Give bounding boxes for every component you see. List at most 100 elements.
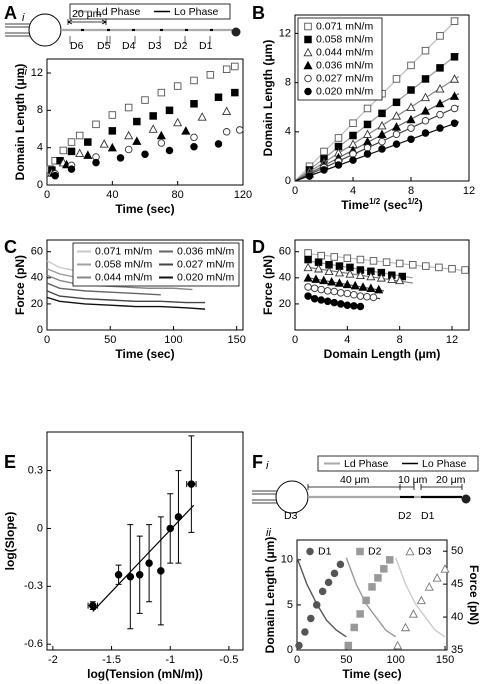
spacing-arrows xyxy=(307,484,463,490)
panel-letter: B xyxy=(252,3,265,23)
marker xyxy=(350,302,358,310)
marker xyxy=(450,119,459,127)
legend-label: 0.020 mN/m xyxy=(316,85,373,97)
x-tick-label: 0 xyxy=(294,654,300,666)
marker xyxy=(59,146,68,155)
spacing-label: 40 μm xyxy=(340,474,370,486)
marker xyxy=(108,127,117,135)
x-axis-label: Time (sec) xyxy=(115,202,174,216)
y-axis-label: Force (pN) xyxy=(13,255,27,315)
marker xyxy=(369,257,378,265)
marker xyxy=(349,119,357,127)
y-tick-label: 0 xyxy=(37,324,43,336)
x-tick-label: 120 xyxy=(234,189,252,201)
marker xyxy=(406,102,416,111)
x-axis-label-part: (sec xyxy=(380,198,408,212)
marker xyxy=(324,266,334,276)
marker xyxy=(67,147,76,156)
marker xyxy=(92,120,100,129)
marker xyxy=(349,156,357,164)
marker xyxy=(187,480,196,488)
y2-tick-label: 45 xyxy=(451,578,463,590)
x-tick-label: 12 xyxy=(446,334,458,346)
legend-label: 0.027 mN/m xyxy=(316,72,373,84)
bead xyxy=(231,27,241,37)
marker xyxy=(450,104,459,113)
marker xyxy=(392,75,401,83)
marker xyxy=(304,292,312,300)
plot-frame xyxy=(294,239,470,331)
marker xyxy=(406,114,416,124)
domain-label: D6 xyxy=(70,40,84,52)
y-tick-label: 5 xyxy=(287,599,293,611)
marker xyxy=(334,161,343,169)
marker xyxy=(374,574,382,582)
x-axis-label-part: Time xyxy=(341,198,369,212)
marker xyxy=(107,142,117,152)
plot-frame xyxy=(46,431,244,651)
marker xyxy=(363,292,371,301)
marker xyxy=(334,267,345,277)
x-tick-label: 100 xyxy=(164,334,182,346)
legend-label: 0.058 mN/m xyxy=(316,33,373,45)
fit-line xyxy=(294,93,460,182)
marker xyxy=(330,298,338,307)
marker xyxy=(190,76,198,85)
x-tick-label: 50 xyxy=(104,334,116,346)
marker xyxy=(116,154,125,162)
x-tick-label: -2 xyxy=(48,654,58,666)
marker xyxy=(310,294,319,303)
x-tick-label: 50 xyxy=(340,654,352,666)
y-axis-label: Domain Length (μm) xyxy=(261,40,275,157)
x-tick-label: 0 xyxy=(44,189,50,201)
phase-legend-frame xyxy=(317,455,479,472)
legend-label: D3 xyxy=(418,545,432,557)
marker xyxy=(393,640,403,650)
marker xyxy=(435,84,445,93)
marker xyxy=(165,146,174,155)
marker xyxy=(363,120,372,129)
legend-label: 0.027 mN/m xyxy=(177,258,234,270)
x-axis-label: Time (sec) xyxy=(115,347,174,361)
marker xyxy=(350,280,360,290)
marker xyxy=(424,582,434,591)
marker xyxy=(392,140,401,148)
line xyxy=(395,557,446,638)
y-tick-label: 10 xyxy=(281,554,293,566)
marker xyxy=(75,131,84,140)
marker xyxy=(435,98,445,108)
y-tick-label: 4 xyxy=(37,142,43,154)
marker xyxy=(222,128,231,136)
x-tick-label: -0.5 xyxy=(219,654,238,666)
marker xyxy=(407,61,415,70)
line xyxy=(46,290,206,304)
x-tick-label: 4 xyxy=(350,185,356,197)
plot-frame xyxy=(296,539,448,651)
y-tick-label: 0 xyxy=(37,522,43,534)
marker xyxy=(311,274,321,283)
marker xyxy=(323,297,332,306)
marker xyxy=(374,284,384,294)
x-axis-label: log(Tension (mN/m)) xyxy=(87,667,203,681)
x-tick-label: 40 xyxy=(106,189,118,201)
part-label: ii xyxy=(266,527,271,539)
marker xyxy=(67,138,76,146)
marker xyxy=(166,524,174,533)
part-label: i xyxy=(22,12,25,24)
marker xyxy=(190,100,198,108)
part-label: i xyxy=(266,460,269,472)
marker xyxy=(323,287,332,295)
marker xyxy=(337,300,345,308)
y-tick-label: -0.6 xyxy=(24,638,43,650)
y-tick-label: 40 xyxy=(279,272,291,284)
marker xyxy=(89,601,97,610)
y-tick-label: 40 xyxy=(31,272,43,284)
vesicle xyxy=(275,480,309,514)
legend-label: 0.058 mN/m xyxy=(95,258,152,270)
marker xyxy=(377,129,387,139)
marker xyxy=(398,272,407,281)
marker xyxy=(149,112,157,120)
marker xyxy=(320,147,328,156)
marker xyxy=(135,571,144,579)
marker xyxy=(306,547,314,556)
